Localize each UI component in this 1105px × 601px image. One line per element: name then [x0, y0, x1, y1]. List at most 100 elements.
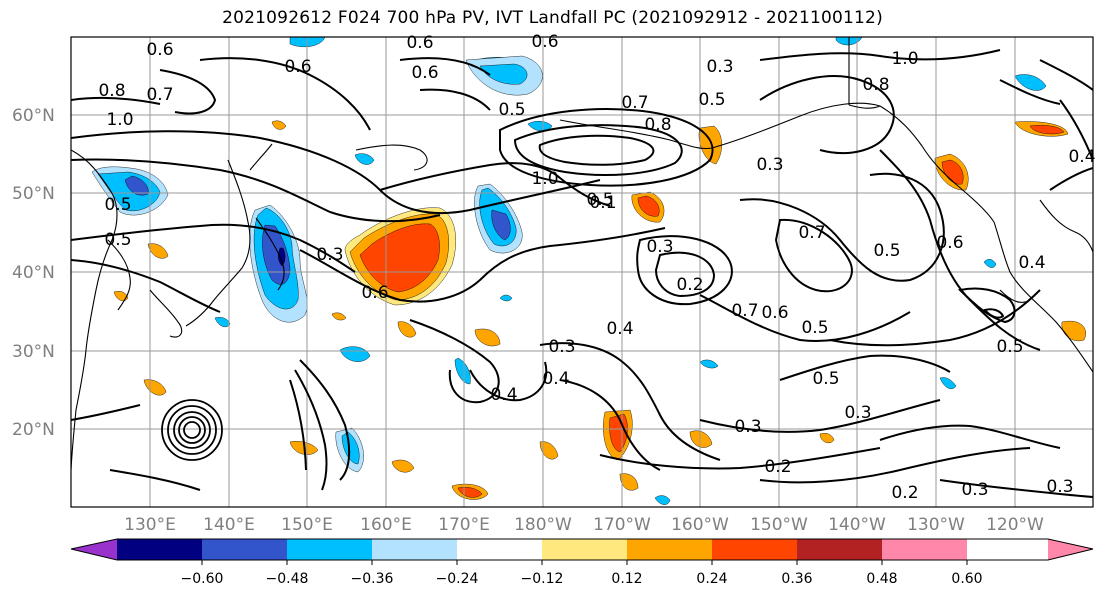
lon-label: 160°W: [671, 515, 729, 535]
contour-label: 0.8: [862, 75, 889, 95]
lat-label: 60°N: [12, 106, 55, 126]
contour-label: 0.4: [490, 385, 517, 405]
lon-label: 140°W: [828, 515, 886, 535]
contour-label: 0.6: [936, 233, 963, 253]
lon-label: 150°E: [281, 515, 333, 535]
fill-neg-region: [354, 153, 375, 165]
colorbar-segment: [457, 539, 542, 560]
fill-pos-region: [271, 120, 287, 130]
contour-label: 0.4: [542, 369, 569, 389]
colorbar-under-arrow: [71, 539, 117, 560]
contour-label: 0.3: [316, 245, 343, 265]
fill-pos-region: [941, 159, 964, 185]
contour-label: 0.5: [698, 90, 725, 110]
fill-neg-region: [124, 175, 149, 196]
pv-anomaly-fills: [91, 37, 1086, 505]
contour-label: 0.6: [361, 283, 388, 303]
contour-label: 0.5: [104, 195, 131, 215]
contour-label: 0.4: [606, 319, 633, 339]
contour-label: 0.7: [621, 93, 648, 113]
fill-pos-region: [391, 459, 415, 473]
contour-label: 1.0: [531, 169, 558, 189]
fill-neg-region: [479, 63, 528, 85]
contour-label: 0.6: [411, 63, 438, 83]
fill-pos-region: [689, 430, 713, 448]
lon-label: 130°W: [907, 515, 965, 535]
fill-neg-region: [491, 209, 511, 241]
colorbar-tick-label: −0.12: [521, 571, 564, 587]
fill-pos-region: [474, 328, 501, 347]
contour-label: 0.4: [1068, 147, 1095, 167]
contour-label: 0.7: [731, 301, 758, 321]
latitude-labels: 60°N 50°N 40°N 30°N 20°N: [12, 106, 55, 440]
lon-label: 160°E: [360, 515, 412, 535]
colorbar-segment: [712, 539, 797, 560]
colorbar-segment: [882, 539, 967, 560]
contour-label: 0.5: [873, 241, 900, 261]
fill-pos-region: [331, 312, 347, 321]
contour-label: 0.2: [764, 457, 791, 477]
lon-label: 150°W: [750, 515, 808, 535]
fill-neg-region: [699, 359, 719, 369]
fill-pos-region: [819, 433, 835, 444]
fill-neg-region: [339, 346, 371, 362]
colorbar-segment: [287, 539, 372, 560]
colorbar-segment: [542, 539, 627, 560]
contour-label: 0.3: [961, 480, 988, 500]
colorbar-tick-label: 0.36: [781, 571, 812, 587]
contour-label: 0.3: [646, 237, 673, 257]
fill-pos-region: [1029, 125, 1065, 135]
pv-contours: [71, 49, 1093, 498]
colorbar-tick-label: 0.48: [866, 571, 897, 587]
contour-label: 0.3: [548, 337, 575, 357]
lon-label: 120°W: [986, 515, 1044, 535]
fill-neg-region: [939, 377, 957, 389]
lon-label: 130°E: [124, 515, 176, 535]
fill-pos-region: [397, 321, 417, 338]
contour-labels: 0.60.6 0.60.6 0.60.8 0.71.00.50.50.50.80.70…: [98, 32, 1095, 503]
contour-label: 1.0: [106, 110, 133, 130]
colorbar: −0.60 −0.48 −0.36 −0.24 −0.12 0.12 0.24 …: [70, 538, 1094, 587]
colorbar-tick-label: 0.60: [951, 571, 982, 587]
contour-label: 0.3: [844, 403, 871, 423]
lat-label: 40°N: [12, 263, 55, 283]
fill-pos-region: [637, 195, 660, 217]
lon-label: 180°W: [514, 515, 572, 535]
contour-label: 0.1: [589, 193, 616, 213]
contour-label: 0.3: [1046, 477, 1073, 497]
lat-label: 50°N: [12, 184, 55, 204]
colorbar-tick-label: −0.36: [351, 571, 394, 587]
colorbar-over-arrow: [1048, 539, 1093, 560]
coastlines: [71, 37, 1093, 471]
lat-label: 20°N: [12, 420, 55, 440]
colorbar-segment: [202, 539, 287, 560]
map-frame: [70, 36, 1094, 508]
contour-label: 0.3: [734, 417, 761, 437]
fill-pos-region: [113, 291, 129, 302]
contour-label: 0.2: [676, 275, 703, 295]
contour-label: 0.6: [284, 57, 311, 77]
fill-pos-region: [359, 223, 440, 293]
lon-label: 170°E: [438, 515, 490, 535]
colorbar-tick-label: 0.24: [696, 571, 727, 587]
fill-neg-region: [341, 431, 360, 465]
contour-label: 0.8: [644, 115, 671, 135]
contour-label: 0.5: [996, 337, 1023, 357]
contour-label: 0.5: [812, 369, 839, 389]
colorbar-segment: [797, 539, 882, 560]
contour-label: 0.3: [706, 57, 733, 77]
contour-label: 0.6: [531, 32, 558, 52]
lon-label: 140°E: [203, 515, 255, 535]
colorbar-tick-label: −0.60: [181, 571, 224, 587]
contour-label: 0.6: [761, 303, 788, 323]
colorbar-segment: [117, 539, 202, 560]
contour-label: 0.2: [891, 483, 918, 503]
cyclone-rings: [161, 399, 223, 461]
contour-label: 1.0: [891, 49, 918, 69]
fill-neg-region: [527, 121, 553, 132]
contour-label: 0.6: [146, 40, 173, 60]
fill-neg-region: [214, 317, 231, 328]
fill-neg-region: [654, 495, 671, 505]
fill-neg-region: [454, 357, 471, 385]
